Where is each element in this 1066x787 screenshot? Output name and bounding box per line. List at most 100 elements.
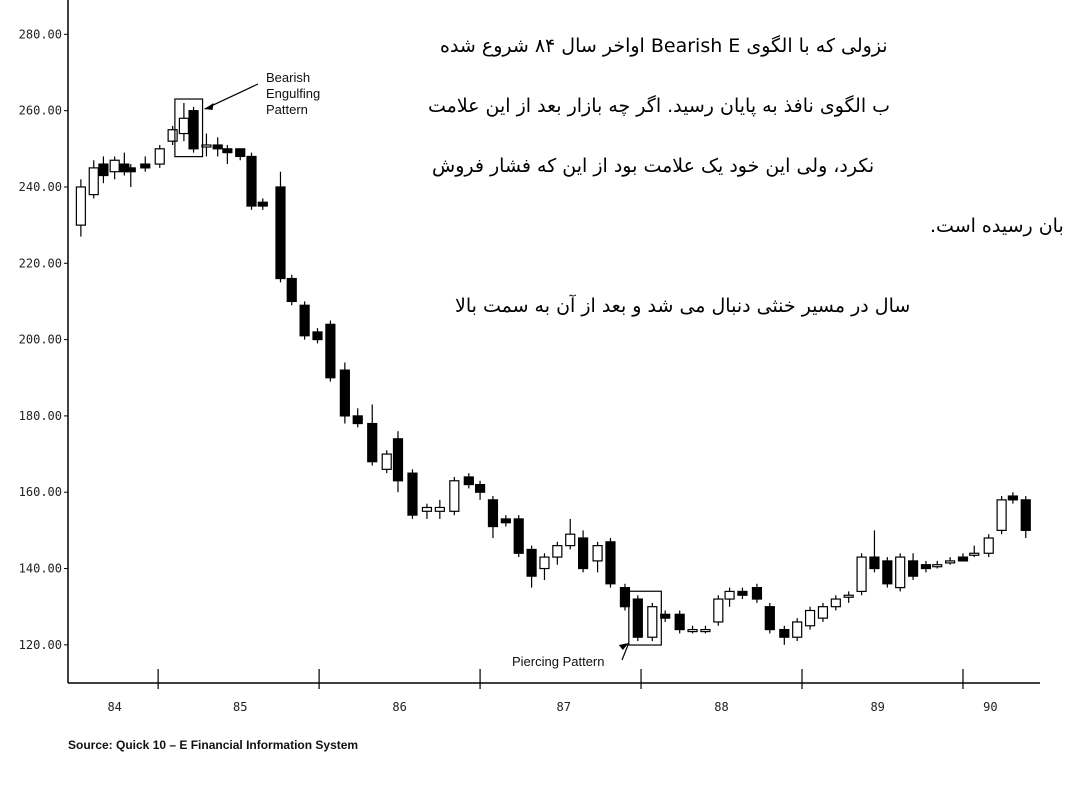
x-tick-label: 88 (714, 700, 728, 714)
candle-body (713, 598, 724, 623)
candle-body (500, 518, 511, 524)
candle-body (526, 548, 537, 577)
candle-body (577, 537, 589, 570)
candle-body (381, 453, 392, 470)
candle-body (421, 506, 433, 512)
pattern-box (628, 590, 662, 646)
candle-body (882, 560, 893, 585)
candle-body (843, 594, 854, 598)
candle-body (109, 159, 120, 173)
candle-body (779, 628, 790, 638)
body-text: ب الگوی نافذ به پایان رسید. اگر چه بازار… (428, 94, 890, 117)
candle-body (969, 552, 980, 556)
candle-body (619, 587, 631, 608)
candle-body (367, 422, 378, 463)
arrow-head (204, 103, 214, 111)
candle-body (246, 155, 257, 207)
candle-body (88, 167, 99, 196)
candle-body (257, 201, 268, 207)
y-tick-label: 220.00 (19, 256, 62, 270)
candle-body (632, 598, 643, 638)
candle-body (125, 167, 136, 173)
candle-body (856, 556, 867, 593)
body-text: نکرد، ولی این خود یک علامت بود از این که… (432, 155, 874, 177)
body-text: نزولی که با الگوی Bearish E اواخر سال ۸۴… (440, 34, 888, 57)
candle-body (222, 148, 233, 154)
y-tick-label: 140.00 (19, 562, 62, 576)
candle-body (75, 186, 86, 226)
arrow (621, 642, 630, 661)
candle-body (817, 606, 829, 619)
candle-body (474, 483, 486, 493)
candle-body (178, 117, 189, 135)
candle-body (513, 518, 524, 554)
body-text: سال در مسیر خنثی دنبال می شد و بعد از آن… (455, 293, 910, 317)
arrow (204, 83, 259, 110)
candle-body (201, 144, 212, 148)
candle-body (920, 564, 932, 570)
candle-body (907, 560, 919, 577)
candle-body (449, 480, 460, 512)
y-tick-label: 180.00 (19, 409, 62, 423)
y-tick-label: 260.00 (19, 104, 62, 118)
candle-body (339, 369, 350, 417)
annotation: Piercing Pattern (512, 654, 605, 669)
candle-body (660, 613, 671, 619)
y-tick-label: 200.00 (19, 333, 62, 347)
body-text: بان رسیده است. (930, 215, 1064, 237)
candle-body (792, 621, 803, 638)
candle-body (352, 415, 363, 425)
candle-body (647, 606, 658, 638)
candle-body (983, 537, 994, 554)
candle-body (286, 277, 297, 303)
candle-body (674, 613, 685, 631)
source-note: Source: Quick 10 – E Financial Informati… (68, 738, 358, 752)
x-tick-label: 87 (557, 700, 571, 714)
candle-body (325, 323, 336, 379)
candle-body (154, 148, 165, 165)
candle-body (737, 590, 748, 596)
candle-body (895, 556, 906, 589)
y-tick-label: 240.00 (19, 180, 62, 194)
candle-body (700, 628, 711, 633)
candle-body (605, 541, 616, 585)
candle-body (98, 163, 109, 177)
y-tick-label: 280.00 (19, 27, 62, 41)
candle-body (188, 110, 199, 150)
candle-body (167, 129, 178, 142)
x-tick-label: 84 (107, 700, 121, 714)
candle-body (932, 564, 943, 568)
candle-body (539, 556, 550, 570)
candle-body (724, 590, 735, 600)
x-tick-label: 85 (233, 700, 247, 714)
candle-body (945, 560, 956, 564)
candle-body (407, 472, 418, 516)
candle-body (140, 163, 151, 169)
candle-body (1007, 495, 1018, 501)
candle-body (434, 506, 445, 512)
y-tick-label: 120.00 (19, 638, 62, 652)
candle-body (751, 587, 763, 600)
candle-body (392, 438, 404, 482)
x-tick-label: 90 (983, 700, 997, 714)
candle-body (869, 556, 880, 570)
candle-body (996, 499, 1007, 531)
candle-body (804, 609, 816, 627)
x-tick-label: 89 (870, 700, 884, 714)
candle-body (957, 556, 969, 562)
annotation: Engulfing (266, 86, 320, 101)
candle-body (312, 331, 323, 341)
candle-body (592, 545, 603, 562)
candle-body (299, 304, 310, 337)
candle-body (830, 598, 841, 608)
y-tick-label: 160.00 (19, 485, 62, 499)
pattern-box (174, 98, 204, 158)
annotation: Bearish (266, 70, 310, 85)
candle-body (764, 606, 775, 631)
x-tick-label: 86 (392, 700, 406, 714)
candle-body (463, 476, 474, 486)
candle-body (275, 186, 286, 280)
candle-body (235, 148, 246, 158)
annotation: Pattern (266, 102, 308, 117)
